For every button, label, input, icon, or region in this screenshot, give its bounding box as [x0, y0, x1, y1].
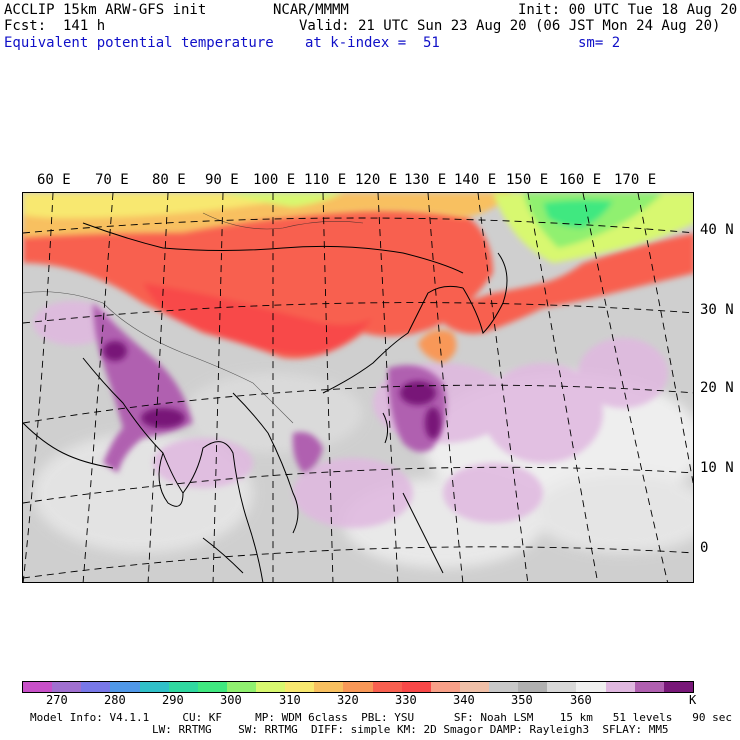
colorbar-swatch	[401, 682, 431, 692]
smoothing-info: sm= 2	[578, 35, 621, 51]
colorbar-tick: 350	[511, 693, 533, 707]
equivalent-potential-temperature-map	[23, 193, 693, 582]
organization: NCAR/MMMM	[273, 2, 349, 18]
colorbar-swatch	[110, 682, 140, 692]
lat-label: 20 N	[700, 380, 734, 396]
colorbar-swatch	[489, 682, 519, 692]
model-info-line: Model Info: V4.1.1 CU: KF MP: WDM 6class…	[30, 711, 732, 724]
colorbar-swatch	[430, 682, 460, 692]
lon-label: 170 E	[614, 172, 657, 188]
lon-label: 60 E	[37, 172, 71, 188]
colorbar-tick: 300	[220, 693, 242, 707]
lon-label: 90 E	[205, 172, 239, 188]
colorbar-tick: 290	[162, 693, 184, 707]
lon-label: 140 E	[454, 172, 497, 188]
colorbar-swatch	[139, 682, 169, 692]
colorbar-swatch	[197, 682, 227, 692]
colorbar-tick: 280	[104, 693, 126, 707]
lon-label: 160 E	[559, 172, 602, 188]
lon-label: 70 E	[95, 172, 129, 188]
colorbar-swatch	[634, 682, 664, 692]
model-title: ACCLIP 15km ARW-GFS init	[4, 2, 207, 18]
lon-label: 80 E	[152, 172, 186, 188]
level-info: at k-index = 51	[305, 35, 440, 51]
physics-info-line: LW: RRTMG SW: RRTMG DIFF: simple KM: 2D …	[152, 723, 669, 736]
field-name: Equivalent potential temperature	[4, 35, 274, 51]
colorbar-swatch	[81, 682, 111, 692]
colorbar-tick: 330	[395, 693, 417, 707]
colorbar-tick: 360	[570, 693, 592, 707]
valid-time: Valid: 21 UTC Sun 23 Aug 20 (06 JST Mon …	[299, 18, 721, 34]
colorbar-unit: K	[689, 693, 697, 707]
colorbar-swatch	[52, 682, 82, 692]
init-time: Init: 00 UTC Tue 18 Aug 20	[518, 2, 738, 18]
lon-label: 110 E	[304, 172, 347, 188]
lat-label: 30 N	[700, 302, 734, 318]
colorbar-swatch	[226, 682, 256, 692]
colorbar-tick: 310	[279, 693, 301, 707]
map-panel	[22, 192, 694, 583]
colorbar-swatch	[256, 682, 286, 692]
lon-label: 150 E	[506, 172, 549, 188]
colorbar-swatch	[576, 682, 606, 692]
lat-label: 0	[700, 540, 709, 556]
forecast-hour: Fcst: 141 h	[4, 18, 106, 34]
lon-label: 120 E	[355, 172, 398, 188]
colorbar-swatch	[343, 682, 373, 692]
colorbar-swatch	[372, 682, 402, 692]
colorbar-tick: 270	[46, 693, 68, 707]
colorbar-swatch	[605, 682, 635, 692]
colorbar	[22, 681, 694, 693]
lat-label: 10 N	[700, 460, 734, 476]
lon-label: 100 E	[253, 172, 296, 188]
colorbar-swatch	[663, 682, 693, 692]
colorbar-swatch	[518, 682, 548, 692]
colorbar-swatch	[23, 682, 53, 692]
colorbar-swatch	[547, 682, 577, 692]
colorbar-swatch	[314, 682, 344, 692]
lon-label: 130 E	[404, 172, 447, 188]
colorbar-tick: 340	[453, 693, 475, 707]
colorbar-swatch	[168, 682, 198, 692]
colorbar-swatch	[285, 682, 315, 692]
lat-label: 40 N	[700, 222, 734, 238]
colorbar-tick: 320	[337, 693, 359, 707]
colorbar-swatch	[459, 682, 489, 692]
